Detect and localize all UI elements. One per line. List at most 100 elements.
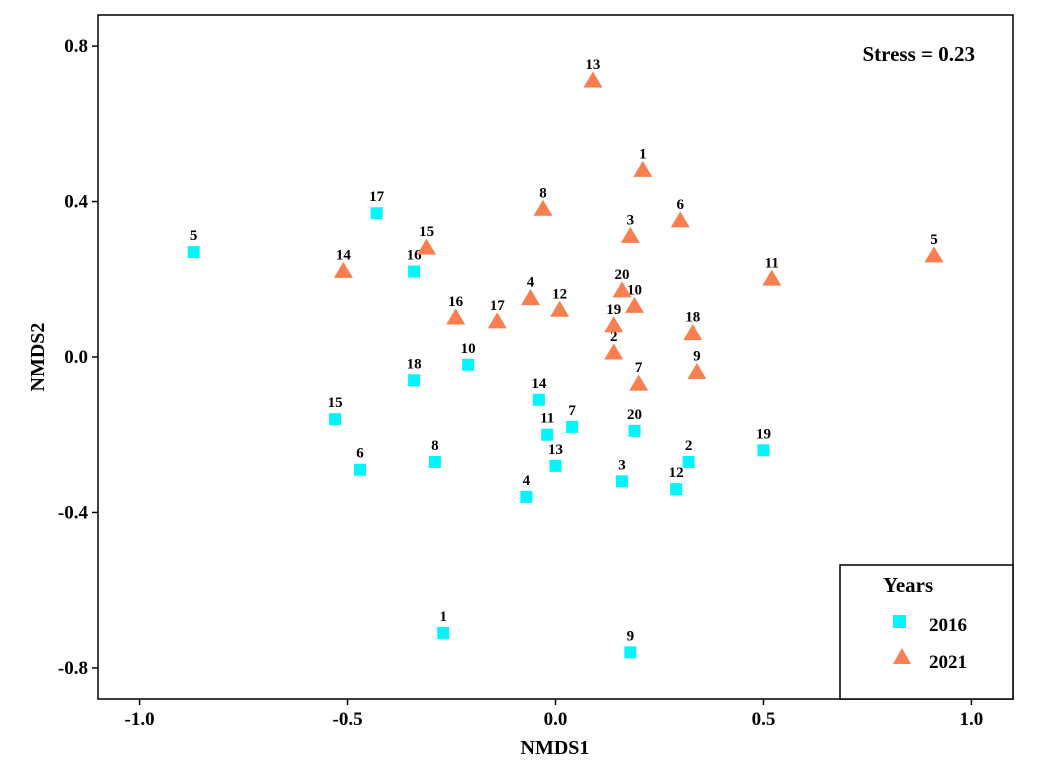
point-2021-12 <box>550 300 570 317</box>
legend-marker-2016 <box>893 615 906 628</box>
point-2016-2 <box>682 455 695 468</box>
point-label-2016-17: 17 <box>369 189 385 205</box>
point-2016-17 <box>370 207 383 220</box>
point-2016-18 <box>408 374 421 387</box>
point-2016-5 <box>187 246 200 259</box>
point-label-2021-9: 9 <box>693 349 701 365</box>
point-label-2021-17: 17 <box>490 298 506 314</box>
legend-marker-2021 <box>893 648 911 664</box>
point-label-2016-3: 3 <box>618 457 626 473</box>
x-axis-title: NMDS1 <box>521 737 590 759</box>
legend: Years 2016 2021 <box>839 564 1014 700</box>
point-label-2016-10: 10 <box>461 341 476 357</box>
point-label-2021-6: 6 <box>677 197 685 213</box>
point-label-2021-1: 1 <box>639 146 647 162</box>
point-label-2021-2: 2 <box>610 329 618 345</box>
x-tick-label: 1.0 <box>960 709 984 730</box>
point-2021-11 <box>762 269 782 286</box>
point-label-2016-15: 15 <box>328 395 343 411</box>
point-label-2021-18: 18 <box>685 310 700 326</box>
point-label-2016-13: 13 <box>548 442 563 458</box>
point-label-2021-8: 8 <box>539 185 547 201</box>
point-label-2021-11: 11 <box>765 255 779 271</box>
point-label-2016-9: 9 <box>627 628 635 644</box>
point-label-2021-7: 7 <box>635 360 643 376</box>
y-tick-label: -0.8 <box>58 658 88 679</box>
point-2016-14 <box>532 393 545 406</box>
point-2016-16 <box>408 265 421 278</box>
point-label-2021-12: 12 <box>552 286 567 302</box>
x-tick-label: 0.5 <box>752 709 776 730</box>
x-tick-label: 0.0 <box>544 709 568 730</box>
point-2021-10 <box>625 296 645 313</box>
x-tick-label: -1.0 <box>125 709 155 730</box>
point-2016-12 <box>670 483 683 496</box>
point-label-2021-5: 5 <box>930 232 938 248</box>
point-label-2016-6: 6 <box>356 446 364 462</box>
point-label-2021-13: 13 <box>585 57 600 73</box>
point-2021-13 <box>583 71 603 88</box>
point-label-2016-14: 14 <box>531 376 547 392</box>
point-2021-17 <box>487 312 507 329</box>
point-label-2021-19: 19 <box>606 302 621 318</box>
point-2016-20 <box>628 424 641 437</box>
series-layer: 1234567891011121314151617181920123456789… <box>187 57 944 659</box>
point-label-2016-7: 7 <box>568 403 576 419</box>
point-2021-1 <box>633 160 653 177</box>
point-2021-14 <box>333 261 353 278</box>
point-label-2016-4: 4 <box>523 473 531 489</box>
point-2021-18 <box>683 324 703 341</box>
point-2021-16 <box>446 308 466 325</box>
point-2016-13 <box>549 459 562 472</box>
point-2016-10 <box>462 358 475 371</box>
point-2016-19 <box>757 444 770 457</box>
point-2021-15 <box>417 238 437 255</box>
point-2021-4 <box>521 289 541 306</box>
x-tick-label: -0.5 <box>333 709 363 730</box>
point-label-2016-8: 8 <box>431 438 439 454</box>
point-2016-3 <box>616 475 629 488</box>
legend-label-2016: 2016 <box>929 615 967 636</box>
point-2021-3 <box>620 226 640 243</box>
point-2016-11 <box>541 428 554 441</box>
point-2021-9 <box>687 362 707 379</box>
point-2021-6 <box>670 211 690 228</box>
point-2021-19 <box>604 316 624 333</box>
point-label-2021-14: 14 <box>336 248 352 264</box>
y-tick-label: -0.4 <box>58 502 89 523</box>
point-2016-7 <box>566 420 579 433</box>
point-label-2016-16: 16 <box>407 248 423 264</box>
point-2021-20 <box>612 281 632 298</box>
point-2021-8 <box>533 199 553 216</box>
point-label-2016-19: 19 <box>756 426 771 442</box>
point-label-2021-16: 16 <box>448 294 464 310</box>
point-2021-7 <box>629 374 649 391</box>
point-2016-6 <box>354 463 367 476</box>
point-label-2021-15: 15 <box>419 224 434 240</box>
y-axis-title: NMDS2 <box>27 323 49 392</box>
point-2016-8 <box>428 455 441 468</box>
point-label-2016-5: 5 <box>190 228 198 244</box>
stress-annotation: Stress = 0.23 <box>863 42 976 66</box>
y-tick-label: 0.8 <box>64 36 88 57</box>
point-label-2021-4: 4 <box>527 275 535 291</box>
point-label-2016-20: 20 <box>627 407 642 423</box>
point-label-2016-12: 12 <box>669 465 684 481</box>
point-label-2021-20: 20 <box>615 267 630 283</box>
point-label-2016-1: 1 <box>439 609 447 625</box>
point-label-2016-2: 2 <box>685 438 693 454</box>
point-2021-2 <box>604 343 624 360</box>
point-2016-1 <box>437 626 450 639</box>
y-tick-label: 0.4 <box>64 192 88 213</box>
point-2016-9 <box>624 646 637 659</box>
legend-label-2021: 2021 <box>929 652 967 673</box>
point-label-2021-10: 10 <box>627 282 642 298</box>
point-2016-4 <box>520 490 533 503</box>
point-label-2021-3: 3 <box>627 213 635 229</box>
point-label-2016-11: 11 <box>540 411 554 427</box>
point-label-2016-18: 18 <box>407 356 422 372</box>
